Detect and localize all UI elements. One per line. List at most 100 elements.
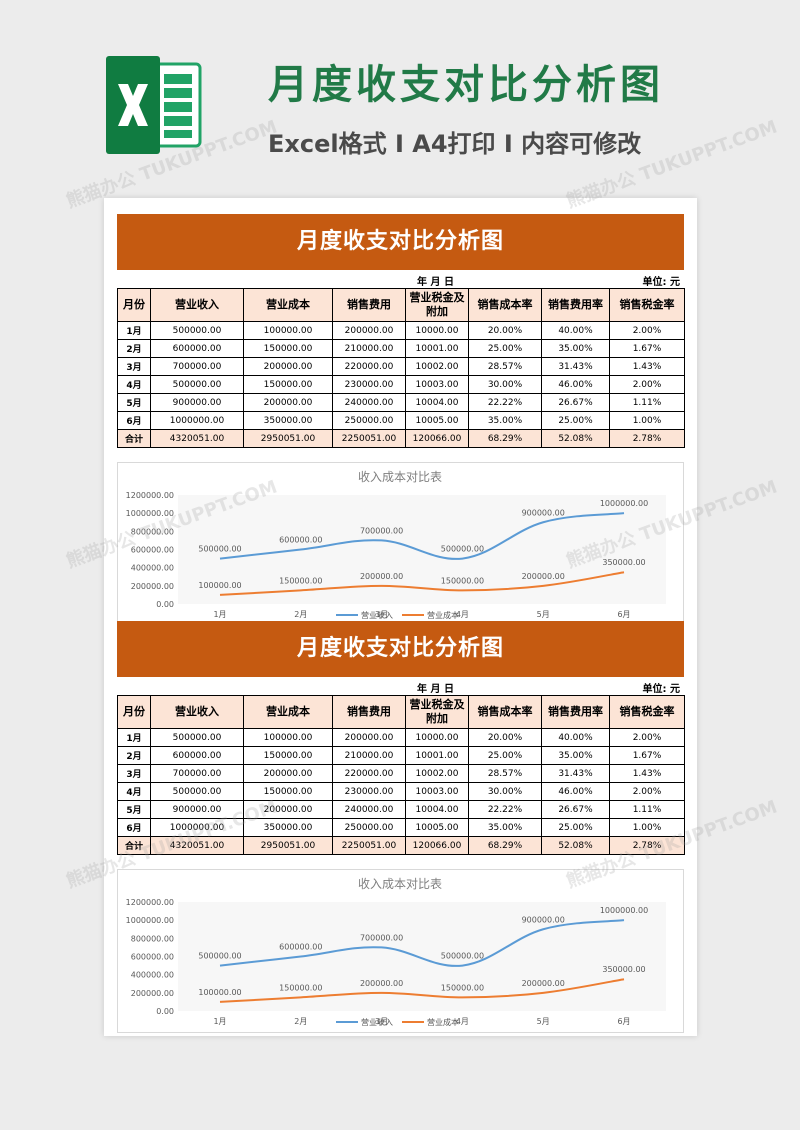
data-label: 700000.00 bbox=[360, 526, 403, 535]
y-tick-label: 200000.00 bbox=[131, 582, 174, 591]
table-row: 5月 900000.00 200000.00 240000.00 10004.00 22.… bbox=[117, 800, 685, 819]
table-cell: 500000.00 bbox=[150, 728, 244, 747]
table-cell: 150000.00 bbox=[243, 375, 333, 394]
data-label: 200000.00 bbox=[360, 572, 403, 581]
data-table: 月份 营业收入 营业成本 销售费用 营业税金及附加 销售成本率 销售费用率 销售税金率 1月 50… bbox=[117, 695, 685, 855]
data-label: 900000.00 bbox=[522, 508, 565, 517]
table-cell: 5月 bbox=[117, 800, 151, 819]
table-cell: 500000.00 bbox=[150, 321, 244, 340]
table-row: 1月 500000.00 100000.00 200000.00 10000.00 20.… bbox=[117, 321, 685, 340]
table-row: 6月 1000000.00 350000.00 250000.00 10005.00 35… bbox=[117, 411, 685, 430]
data-label: 1000000.00 bbox=[600, 906, 648, 915]
legend-label: 营业成本 bbox=[427, 1017, 459, 1027]
x-tick-label: 5月 bbox=[537, 610, 550, 619]
table-cell: 10005.00 bbox=[405, 411, 469, 430]
table-cell: 250000.00 bbox=[332, 818, 406, 837]
table-cell: 1月 bbox=[117, 728, 151, 747]
table-cell: 10003.00 bbox=[405, 375, 469, 394]
meta-row: 年 月 日 单位: 元 bbox=[117, 270, 684, 288]
table-cell: 30.00% bbox=[468, 375, 542, 394]
table-cell: 150000.00 bbox=[243, 339, 333, 358]
column-header: 营业收入 bbox=[150, 695, 244, 729]
table-total-row: 合计 4320051.00 2950051.00 2250051.00 120066.0… bbox=[117, 429, 685, 448]
y-tick-label: 1000000.00 bbox=[126, 916, 174, 925]
table-cell: 900000.00 bbox=[150, 393, 244, 412]
x-tick-label: 1月 bbox=[213, 1017, 226, 1026]
total-cell: 2950051.00 bbox=[243, 836, 333, 855]
table-cell: 350000.00 bbox=[243, 411, 333, 430]
data-label: 200000.00 bbox=[522, 979, 565, 988]
table-cell: 25.00% bbox=[541, 818, 610, 837]
table-cell: 22.22% bbox=[468, 800, 542, 819]
y-tick-label: 800000.00 bbox=[131, 934, 174, 943]
series-line-1 bbox=[219, 978, 625, 1003]
table-cell: 10005.00 bbox=[405, 818, 469, 837]
table-row: 6月 1000000.00 350000.00 250000.00 10005.00 35… bbox=[117, 818, 685, 837]
table-cell: 10002.00 bbox=[405, 357, 469, 376]
series-line-0 bbox=[219, 512, 625, 560]
table-cell: 100000.00 bbox=[243, 321, 333, 340]
table-cell: 4月 bbox=[117, 375, 151, 394]
section-title: 月度收支对比分析图 bbox=[117, 621, 684, 677]
table-cell: 500000.00 bbox=[150, 782, 244, 801]
page-subtitle: Excel格式 I A4打印 I 内容可修改 bbox=[268, 130, 642, 158]
x-tick-label: 2月 bbox=[294, 1017, 307, 1026]
column-header: 营业成本 bbox=[243, 695, 333, 729]
table-cell: 1.67% bbox=[609, 746, 685, 765]
table-cell: 220000.00 bbox=[332, 357, 406, 376]
line-chart: 收入成本对比表 0.00 200000.00 400000.00 600000.00 80… bbox=[117, 869, 684, 1033]
table-cell: 31.43% bbox=[541, 764, 610, 783]
table-row: 2月 600000.00 150000.00 210000.00 10001.00 25.… bbox=[117, 746, 685, 765]
x-tick-label: 5月 bbox=[537, 1017, 550, 1026]
table-cell: 40.00% bbox=[541, 321, 610, 340]
table-cell: 2.00% bbox=[609, 375, 685, 394]
table-cell: 10001.00 bbox=[405, 339, 469, 358]
table-cell: 1.00% bbox=[609, 411, 685, 430]
table-cell: 46.00% bbox=[541, 375, 610, 394]
table-row: 4月 500000.00 150000.00 230000.00 10003.00 30.… bbox=[117, 375, 685, 394]
x-tick-label: 3月 bbox=[375, 1017, 388, 1026]
table-cell: 230000.00 bbox=[332, 375, 406, 394]
table-cell: 6月 bbox=[117, 818, 151, 837]
data-label: 150000.00 bbox=[279, 983, 322, 992]
column-header: 销售费用率 bbox=[541, 288, 610, 322]
column-header: 营业收入 bbox=[150, 288, 244, 322]
y-tick-label: 800000.00 bbox=[131, 527, 174, 536]
plot-area bbox=[178, 902, 666, 1011]
x-tick-label: 2月 bbox=[294, 610, 307, 619]
total-cell: 合计 bbox=[117, 429, 151, 448]
table-row: 5月 900000.00 200000.00 240000.00 10004.00 22.… bbox=[117, 393, 685, 412]
x-tick-label: 3月 bbox=[375, 610, 388, 619]
table-cell: 220000.00 bbox=[332, 764, 406, 783]
y-tick-label: 1000000.00 bbox=[126, 509, 174, 518]
table-cell: 22.22% bbox=[468, 393, 542, 412]
column-header: 销售费用率 bbox=[541, 695, 610, 729]
series-line-0 bbox=[219, 919, 625, 967]
unit-label: 单位: 元 bbox=[642, 277, 680, 288]
table-header-row: 月份 营业收入 营业成本 销售费用 营业税金及附加 销售成本率 销售费用率 销售税金率 bbox=[117, 695, 685, 729]
table-cell: 25.00% bbox=[468, 339, 542, 358]
data-label: 200000.00 bbox=[522, 572, 565, 581]
table-cell: 20.00% bbox=[468, 321, 542, 340]
table-cell: 210000.00 bbox=[332, 339, 406, 358]
total-cell: 120066.00 bbox=[405, 429, 469, 448]
data-label: 200000.00 bbox=[360, 979, 403, 988]
table-cell: 10004.00 bbox=[405, 393, 469, 412]
table-cell: 5月 bbox=[117, 393, 151, 412]
unit-label: 单位: 元 bbox=[642, 684, 680, 695]
data-label: 100000.00 bbox=[198, 581, 241, 590]
column-header: 销售税金率 bbox=[609, 695, 685, 729]
date-label: 年 月 日 bbox=[417, 684, 454, 695]
table-cell: 1.11% bbox=[609, 393, 685, 412]
table-cell: 4月 bbox=[117, 782, 151, 801]
total-cell: 4320051.00 bbox=[150, 836, 244, 855]
data-label: 700000.00 bbox=[360, 933, 403, 942]
table-total-row: 合计 4320051.00 2950051.00 2250051.00 120066.0… bbox=[117, 836, 685, 855]
table-cell: 10000.00 bbox=[405, 321, 469, 340]
table-cell: 200000.00 bbox=[332, 728, 406, 747]
table-cell: 210000.00 bbox=[332, 746, 406, 765]
y-tick-label: 400000.00 bbox=[131, 971, 174, 980]
table-row: 1月 500000.00 100000.00 200000.00 10000.00 20.… bbox=[117, 728, 685, 747]
total-cell: 2950051.00 bbox=[243, 429, 333, 448]
y-tick-label: 1200000.00 bbox=[126, 898, 174, 907]
